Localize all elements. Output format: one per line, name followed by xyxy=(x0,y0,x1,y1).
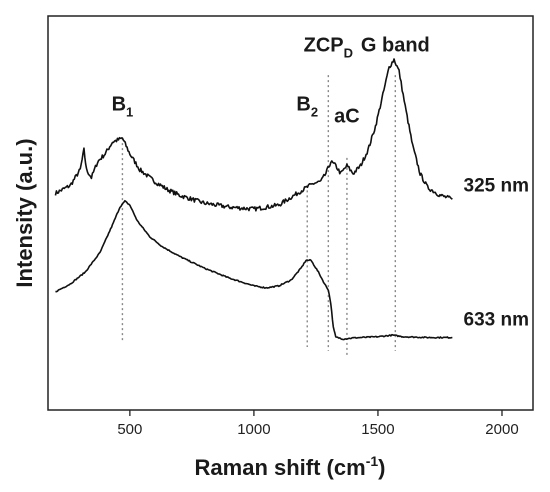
peak-label-main: G band xyxy=(361,34,430,56)
series-label: 325 nm xyxy=(464,175,529,196)
x-axis-title-superscript: -1 xyxy=(366,453,379,469)
peak-label-main: B xyxy=(112,94,126,116)
peak-label: aC xyxy=(334,105,360,127)
series-label: 633 nm xyxy=(464,309,529,330)
series-line-1 xyxy=(55,199,453,341)
peak-label: B2 xyxy=(296,94,318,120)
peak-label-sub: 1 xyxy=(126,105,133,120)
x-axis-title: Raman shift (cm-1) xyxy=(195,453,386,480)
peak-label-main: B xyxy=(296,94,310,116)
peak-markers xyxy=(121,75,397,355)
peak-label: B1 xyxy=(112,94,134,120)
x-ticks: 500 1000 1500 2000 xyxy=(117,410,519,438)
x-tick-label: 500 xyxy=(117,421,142,438)
peak-label: G band xyxy=(361,34,430,56)
peak-label-sub: D xyxy=(344,45,353,60)
peak-label-main: aC xyxy=(334,105,360,127)
x-tick-label: 1000 xyxy=(237,421,270,438)
x-axis-title-main: Raman shift (cm xyxy=(195,455,366,480)
y-axis-title: Intensity (a.u.) xyxy=(12,138,37,287)
plot-frame xyxy=(47,15,534,411)
peak-label-main: ZCP xyxy=(304,34,344,56)
x-tick-label: 2000 xyxy=(485,421,518,438)
peak-label-sub: 2 xyxy=(311,105,318,120)
series-line-0 xyxy=(54,58,453,212)
series-group xyxy=(54,58,453,341)
x-axis-title-close: ) xyxy=(378,455,385,480)
peak-label: ZCPD xyxy=(304,34,353,60)
x-tick-label: 1500 xyxy=(361,421,394,438)
